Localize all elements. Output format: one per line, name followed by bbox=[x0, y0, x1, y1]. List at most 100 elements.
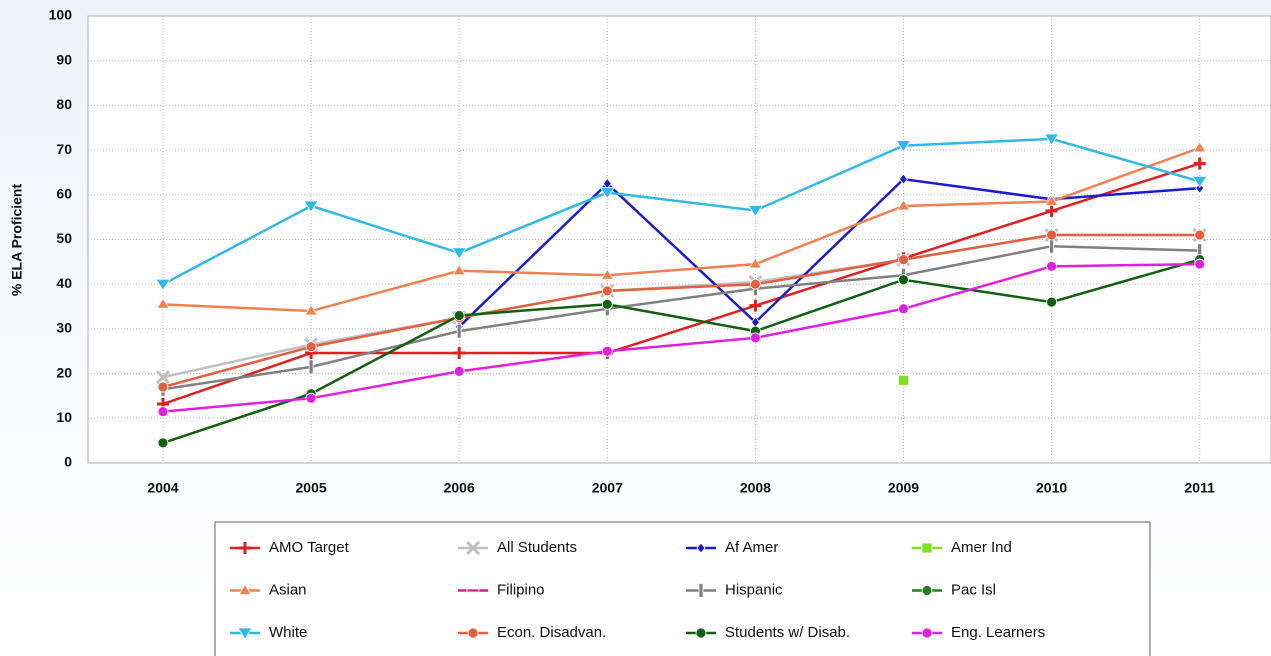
x-tick-label: 2011 bbox=[1185, 480, 1216, 496]
data-point bbox=[898, 173, 909, 185]
legend bbox=[214, 521, 1151, 656]
data-point bbox=[1043, 133, 1060, 146]
y-tick-label: 40 bbox=[56, 275, 72, 291]
legend-marker bbox=[921, 627, 933, 639]
data-point bbox=[157, 381, 169, 393]
data-point bbox=[1046, 229, 1058, 241]
data-point bbox=[601, 345, 613, 357]
series-line bbox=[162, 137, 1201, 286]
y-tick-label: 20 bbox=[56, 364, 72, 380]
data-point bbox=[1194, 229, 1206, 241]
legend-marker bbox=[921, 585, 933, 596]
data-point bbox=[1192, 141, 1207, 153]
data-point bbox=[896, 199, 911, 211]
data-point bbox=[1194, 258, 1206, 270]
legend-label: Pac Isl bbox=[951, 581, 996, 598]
data-point bbox=[303, 200, 319, 213]
x-tick-label: 2007 bbox=[592, 480, 623, 496]
series-line bbox=[162, 233, 1200, 389]
legend-label: Filipino bbox=[497, 581, 545, 598]
legend-marker bbox=[239, 542, 251, 554]
data-point bbox=[600, 268, 615, 280]
x-tick-label: 2004 bbox=[147, 480, 178, 496]
data-point bbox=[898, 374, 909, 386]
y-tick-label: 60 bbox=[56, 186, 72, 202]
y-tick-label: 30 bbox=[56, 320, 72, 336]
data-point bbox=[456, 323, 462, 339]
y-tick-label: 90 bbox=[56, 51, 72, 67]
data-point bbox=[1046, 260, 1058, 272]
legend-label: AMO Target bbox=[269, 539, 350, 556]
data-point bbox=[748, 257, 763, 269]
data-point bbox=[747, 205, 764, 218]
data-point bbox=[157, 437, 169, 449]
legend-marker bbox=[466, 588, 480, 593]
data-point bbox=[155, 370, 171, 385]
x-tick-label: 2006 bbox=[444, 480, 475, 496]
data-point bbox=[156, 297, 170, 309]
series-line bbox=[162, 146, 1201, 313]
data-point bbox=[1045, 204, 1058, 217]
data-point bbox=[749, 299, 762, 312]
legend-label: Econ. Disadvan. bbox=[497, 624, 606, 641]
legend-label: Asian bbox=[269, 581, 307, 598]
data-point bbox=[898, 254, 909, 265]
data-point bbox=[749, 278, 761, 290]
data-point bbox=[305, 341, 317, 353]
x-tick-label: 2008 bbox=[740, 480, 771, 496]
y-tick-label: 10 bbox=[56, 409, 72, 425]
data-point bbox=[304, 304, 318, 316]
legend-marker bbox=[238, 583, 252, 595]
y-tick-label: 0 bbox=[64, 454, 72, 470]
series-line bbox=[162, 258, 1201, 445]
data-point bbox=[749, 332, 761, 344]
data-point bbox=[1193, 157, 1206, 170]
data-point bbox=[1049, 238, 1054, 254]
legend-label: Eng. Learners bbox=[951, 624, 1045, 641]
legend-label: Af Amer bbox=[725, 539, 778, 556]
data-point bbox=[453, 310, 465, 321]
data-point bbox=[599, 187, 616, 200]
legend-marker bbox=[921, 542, 933, 554]
y-axis-label: % ELA Proficient bbox=[9, 184, 25, 297]
data-point bbox=[1191, 175, 1208, 189]
y-tick-label: 50 bbox=[56, 230, 72, 246]
x-tick-label: 2005 bbox=[296, 480, 327, 496]
series-line bbox=[162, 262, 1200, 413]
legend-label: White bbox=[269, 624, 307, 641]
data-point bbox=[451, 247, 467, 260]
series-line bbox=[458, 177, 1200, 328]
x-tick-label: 2009 bbox=[888, 480, 919, 496]
y-tick-label: 100 bbox=[49, 7, 73, 23]
legend-label: Amer Ind bbox=[951, 539, 1012, 556]
legend-marker bbox=[467, 627, 479, 639]
legend-label: All Students bbox=[497, 539, 577, 556]
series-line bbox=[162, 162, 1201, 406]
data-point bbox=[155, 278, 171, 291]
y-tick-label: 70 bbox=[56, 141, 72, 157]
y-tick-label: 80 bbox=[56, 96, 72, 112]
legend-marker bbox=[465, 540, 481, 556]
data-point bbox=[453, 366, 465, 377]
data-point bbox=[601, 298, 613, 310]
series-line bbox=[162, 244, 1200, 391]
data-point bbox=[453, 347, 466, 360]
legend-marker bbox=[695, 627, 707, 639]
data-point bbox=[601, 285, 613, 297]
data-point bbox=[157, 406, 169, 417]
legend-marker bbox=[237, 627, 253, 640]
x-tick-label: 2010 bbox=[1036, 480, 1067, 496]
data-point bbox=[305, 392, 317, 404]
data-point bbox=[898, 274, 909, 286]
legend-marker bbox=[698, 583, 704, 598]
legend-marker bbox=[696, 542, 706, 554]
data-point bbox=[1046, 296, 1058, 308]
data-point bbox=[308, 359, 314, 375]
data-point bbox=[895, 140, 912, 153]
data-point bbox=[898, 303, 909, 315]
legend-label: Hispanic bbox=[725, 581, 783, 598]
data-point bbox=[452, 264, 466, 276]
data-point bbox=[1044, 194, 1059, 206]
legend-label: Students w/ Disab. bbox=[725, 624, 850, 641]
